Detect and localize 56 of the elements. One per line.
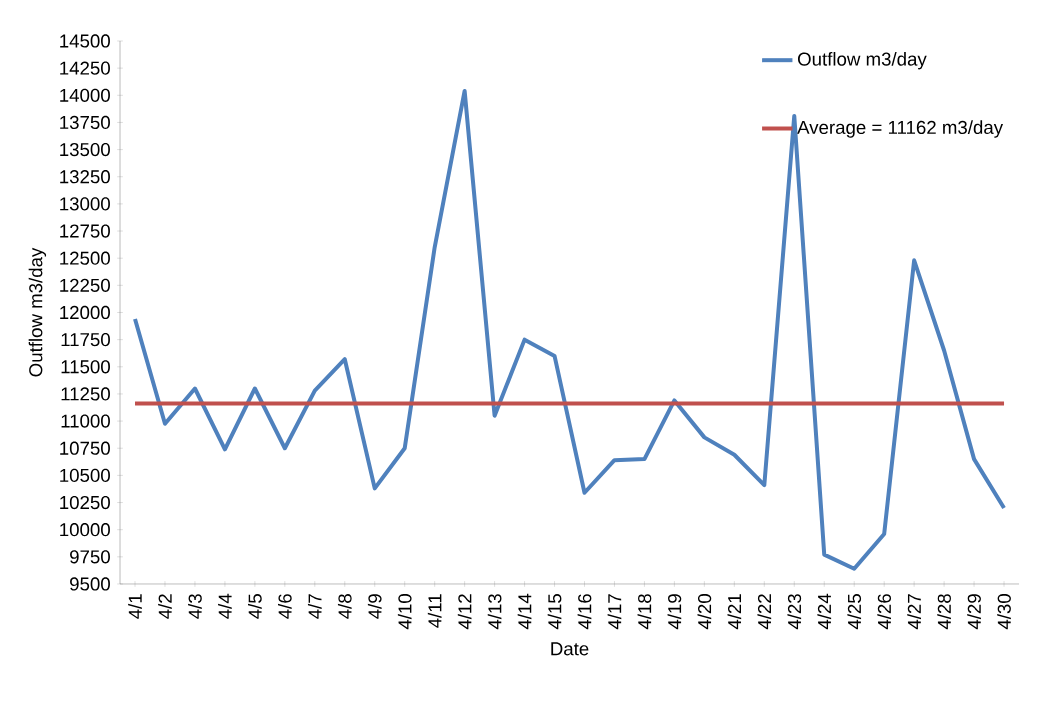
y-tick-label: 10750 bbox=[60, 441, 110, 455]
x-tick-label: 4/4 bbox=[218, 593, 232, 619]
x-tick-label: 4/23 bbox=[787, 594, 802, 630]
y-tick-label: 14500 bbox=[60, 34, 110, 48]
x-tick-label: 4/13 bbox=[487, 594, 502, 630]
y-tick-label: 10000 bbox=[60, 523, 110, 537]
x-tick-label: 4/1 bbox=[128, 594, 142, 619]
y-tick-label: 9500 bbox=[70, 577, 110, 591]
y-tick-label: 12500 bbox=[60, 251, 110, 265]
x-tick-label: 4/22 bbox=[757, 594, 772, 630]
x-tick-label: 4/28 bbox=[937, 594, 951, 630]
x-tick-label: 4/14 bbox=[517, 593, 532, 630]
y-tick-label: 13500 bbox=[60, 142, 110, 157]
x-tick-label: 4/8 bbox=[337, 594, 352, 619]
legend-label: Average = 11162 m3/day bbox=[797, 120, 1004, 138]
x-tick-label: 4/24 bbox=[817, 593, 832, 630]
y-tick-label: 14000 bbox=[60, 88, 110, 102]
x-tick-label: 4/17 bbox=[607, 594, 622, 630]
x-tick-label: 4/21 bbox=[727, 594, 742, 630]
x-tick-label: 4/15 bbox=[547, 594, 562, 630]
x-tick-label: 4/25 bbox=[847, 594, 862, 630]
x-tick-label: 4/7 bbox=[307, 594, 322, 619]
y-axis-title: Outflow m3/day bbox=[28, 247, 47, 377]
line-series bbox=[133, 88, 1007, 571]
y-tick-label: 12250 bbox=[60, 278, 110, 292]
x-tick-label: 4/2 bbox=[158, 594, 172, 619]
x-tick-label: 4/9 bbox=[367, 594, 382, 619]
legend-label: Outflow m3/day bbox=[797, 52, 927, 70]
x-tick-label: 4/26 bbox=[877, 594, 892, 630]
y-tick-label: 13250 bbox=[60, 170, 110, 184]
y-tick-label: 10500 bbox=[60, 468, 110, 482]
x-tick-label: 4/6 bbox=[277, 594, 292, 619]
x-tick-label: 4/12 bbox=[457, 594, 472, 630]
x-tick-label: 4/18 bbox=[637, 594, 652, 630]
y-tick-label: 11250 bbox=[61, 387, 110, 401]
y-tick-label: 14250 bbox=[60, 61, 110, 75]
y-tick-label: 11750 bbox=[61, 333, 110, 347]
x-tick-label: 4/20 bbox=[697, 594, 712, 630]
x-tick-label: 4/27 bbox=[907, 594, 921, 630]
x-tick-label: 4/16 bbox=[577, 594, 592, 630]
y-tick-label: 13000 bbox=[60, 197, 110, 211]
y-tick-label: 9750 bbox=[70, 550, 110, 564]
x-tick-label: 4/3 bbox=[188, 594, 202, 619]
x-tick-label: 4/5 bbox=[248, 594, 262, 619]
x-tick-label: 4/30 bbox=[997, 594, 1011, 630]
y-tick-label: 13750 bbox=[60, 115, 110, 130]
x-tick-label: 4/19 bbox=[667, 594, 682, 630]
x-axis-title: Date bbox=[551, 642, 589, 656]
x-tick-label: 4/29 bbox=[967, 594, 981, 630]
y-tick-label: 10250 bbox=[60, 495, 110, 510]
x-tick-label: 4/11 bbox=[427, 594, 442, 628]
y-tick-label: 11000 bbox=[61, 414, 110, 428]
x-tick-label: 4/10 bbox=[397, 594, 412, 630]
y-tick-label: 12000 bbox=[60, 305, 110, 320]
y-tick-label: 11500 bbox=[61, 360, 110, 374]
y-tick-label: 12750 bbox=[60, 224, 110, 238]
